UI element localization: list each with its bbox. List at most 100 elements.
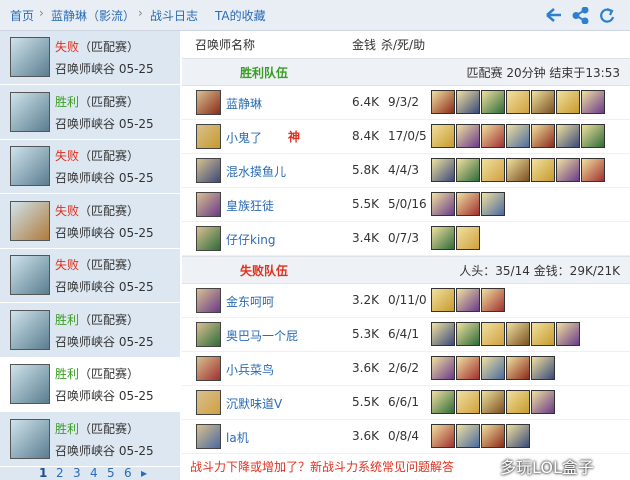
item-icon [506,356,530,380]
breadcrumb-link[interactable]: 战斗日志 [150,9,199,23]
champion-avatar [10,91,50,132]
champion-avatar [10,200,50,241]
player-name[interactable]: 金东呵呵 [226,295,275,309]
match-map: 召唤师峡谷 05-25 [55,334,154,349]
item-icon [431,390,455,414]
item-icon [481,124,505,148]
player-row [182,86,630,120]
player-gold: 5.5K [352,395,379,409]
page-number[interactable]: 2 [56,466,64,480]
match-mode: （匹配赛） [79,94,140,109]
page-number[interactable]: 3 [73,466,81,480]
match-map: 召唤师峡谷 05-25 [55,389,154,403]
item-icon [506,424,530,448]
player-name[interactable]: 沉默味道V [226,397,283,411]
back-icon[interactable] [546,8,561,22]
player-name[interactable]: 蓝静琳 [226,97,263,111]
breadcrumb-link[interactable]: TA的收藏 [215,9,266,23]
refresh-icon[interactable] [600,7,615,23]
footer-link[interactable]: 战斗力下降或增加了？新战斗力系统常见问题解答 [190,460,455,474]
item-icon [456,90,480,114]
player-row [182,318,630,352]
item-icon [481,322,505,346]
match-mode: （匹配赛） [79,40,140,54]
team-header [182,58,630,86]
item-icon [431,158,455,182]
match-map: 召唤师峡谷 05-25 [55,443,154,458]
player-avatar [196,226,221,251]
item-icon [481,424,505,448]
item-icon [531,124,555,148]
match-mode: （匹配赛） [79,149,140,163]
player-name[interactable]: 仔仔king [226,233,276,247]
page-number[interactable]: 6 [124,466,132,480]
champion-avatar [10,309,50,350]
player-kda: 0/11/0 [388,293,427,307]
item-icon [456,322,480,346]
toolbar-icons [546,7,615,24]
team-name: 胜利队伍 [240,66,289,80]
player-kda: 17/0/5 [388,129,427,143]
player-name[interactable]: 混水摸鱼儿 [226,165,287,179]
player-gold: 8.4K [352,129,379,143]
player-avatar [196,390,221,415]
watermark: 多玩LOL盒子 [500,458,594,477]
item-icon [556,158,580,182]
item-icon [481,288,505,312]
item-icon [456,356,480,380]
match-map: 召唤师峡谷 05-25 [55,62,154,76]
player-name[interactable]: 小鬼了 [226,131,263,145]
player-kda: 6/4/1 [388,327,419,341]
player-kda: 2/6/2 [388,361,419,375]
player-kda: 0/7/3 [388,231,419,245]
column-header: 金钱 [352,38,377,52]
player-name[interactable]: 皇族狂徒 [226,199,275,213]
top-bar: 首页 › 蓝静琳（影流） › 战斗日志 TA的收藏 [0,0,630,31]
player-kda: 0/8/4 [388,429,419,443]
item-icon [431,424,455,448]
item-icon [556,90,580,114]
champion-avatar [10,255,50,295]
team-summary: 匹配赛 20分钟 结束于13:53 [466,66,620,80]
player-kda: 6/6/1 [388,395,419,409]
champion-avatar [10,364,50,404]
player-avatar [196,124,221,149]
player-gold: 3.6K [352,361,379,375]
item-icon [456,288,480,312]
breadcrumb-link[interactable]: 蓝静琳（影流） [51,9,136,23]
item-icon [431,356,455,380]
page-next[interactable]: ▸ [141,466,148,480]
item-icon [581,90,605,114]
item-icon [456,124,480,148]
player-gold: 3.2K [352,293,379,307]
player-gold: 5.8K [352,163,379,177]
breadcrumb-link[interactable]: 首页 [10,9,35,23]
item-icon [481,390,505,414]
item-icon [481,90,505,114]
match-map: 召唤师峡谷 05-25 [55,225,154,240]
page-number[interactable]: 5 [107,466,115,480]
item-icon [506,322,530,346]
item-icon [581,124,605,148]
match-map: 召唤师峡谷 05-25 [55,280,154,294]
item-icon [431,124,455,148]
team-summary: 人头：35/14 金钱：29K/21K [459,264,620,278]
player-gold: 5.3K [352,327,379,341]
match-result: 失败 [55,149,80,163]
match-result: 胜利 [55,94,80,109]
team-name: 失败队伍 [240,264,289,278]
player-name[interactable]: 小兵菜鸟 [226,363,275,377]
page-number[interactable]: 1 [39,466,48,480]
item-icon [431,322,455,346]
match-result: 胜利 [55,312,80,327]
player-name[interactable]: 奥巴马一个屁 [226,329,299,343]
player-name[interactable]: la机 [226,431,249,445]
page-number[interactable]: 4 [90,466,98,480]
player-avatar [196,322,221,347]
item-icon [506,390,530,414]
item-icon [456,390,480,414]
item-icon [456,226,480,250]
breadcrumb-separator: › [138,6,143,20]
match-mode: （匹配赛） [79,421,140,436]
share-icon[interactable] [572,7,589,24]
